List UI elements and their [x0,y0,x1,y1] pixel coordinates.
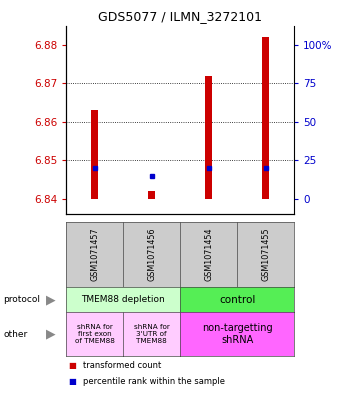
Text: GSM1071457: GSM1071457 [90,228,99,281]
Text: shRNA for
3'UTR of
TMEM88: shRNA for 3'UTR of TMEM88 [134,324,170,344]
Text: GSM1071455: GSM1071455 [261,228,270,281]
Text: transformed count: transformed count [83,361,162,370]
Text: percentile rank within the sample: percentile rank within the sample [83,376,225,386]
Text: ▶: ▶ [46,327,55,341]
Bar [91,110,98,199]
Text: GSM1071454: GSM1071454 [204,228,213,281]
Bar [148,191,155,199]
Text: non-targetting
shRNA: non-targetting shRNA [202,323,272,345]
Text: GSM1071456: GSM1071456 [147,228,156,281]
Text: other: other [3,330,28,338]
Text: ▶: ▶ [46,293,55,306]
Text: ■: ■ [68,376,76,386]
Text: ■: ■ [68,361,76,370]
Text: shRNA for
first exon
of TMEM88: shRNA for first exon of TMEM88 [75,324,115,344]
Title: GDS5077 / ILMN_3272101: GDS5077 / ILMN_3272101 [98,10,262,23]
Text: control: control [219,295,255,305]
Bar [262,37,269,199]
Bar [205,75,212,199]
Text: TMEM88 depletion: TMEM88 depletion [81,295,165,304]
Text: protocol: protocol [3,295,40,304]
